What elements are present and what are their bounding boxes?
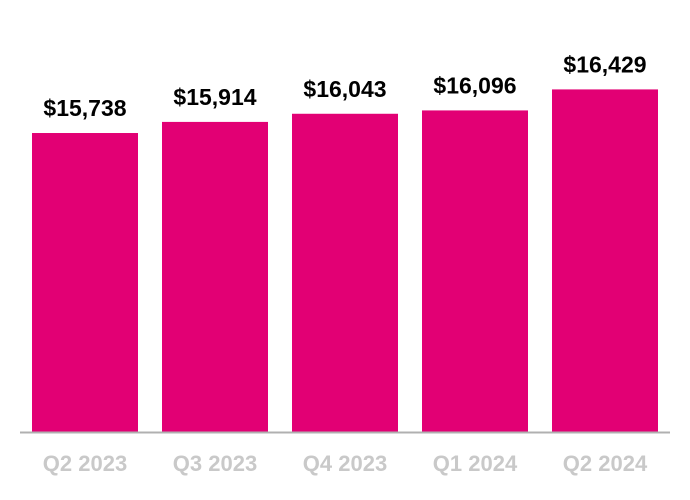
x-tick-label: Q3 2023 bbox=[173, 451, 257, 476]
bar bbox=[422, 110, 528, 432]
bar bbox=[32, 133, 138, 432]
x-tick-label: Q2 2023 bbox=[43, 451, 127, 476]
bar bbox=[292, 113, 398, 432]
bar bbox=[552, 89, 658, 432]
value-label: $15,738 bbox=[43, 95, 126, 121]
bar bbox=[162, 121, 268, 432]
x-tick-label: Q2 2024 bbox=[563, 451, 648, 476]
value-label: $15,914 bbox=[173, 84, 256, 110]
value-label: $16,043 bbox=[303, 76, 386, 102]
x-tick-label: Q1 2024 bbox=[433, 451, 518, 476]
x-tick-label: Q4 2023 bbox=[303, 451, 387, 476]
value-label: $16,429 bbox=[563, 51, 646, 77]
value-label: $16,096 bbox=[433, 73, 516, 99]
